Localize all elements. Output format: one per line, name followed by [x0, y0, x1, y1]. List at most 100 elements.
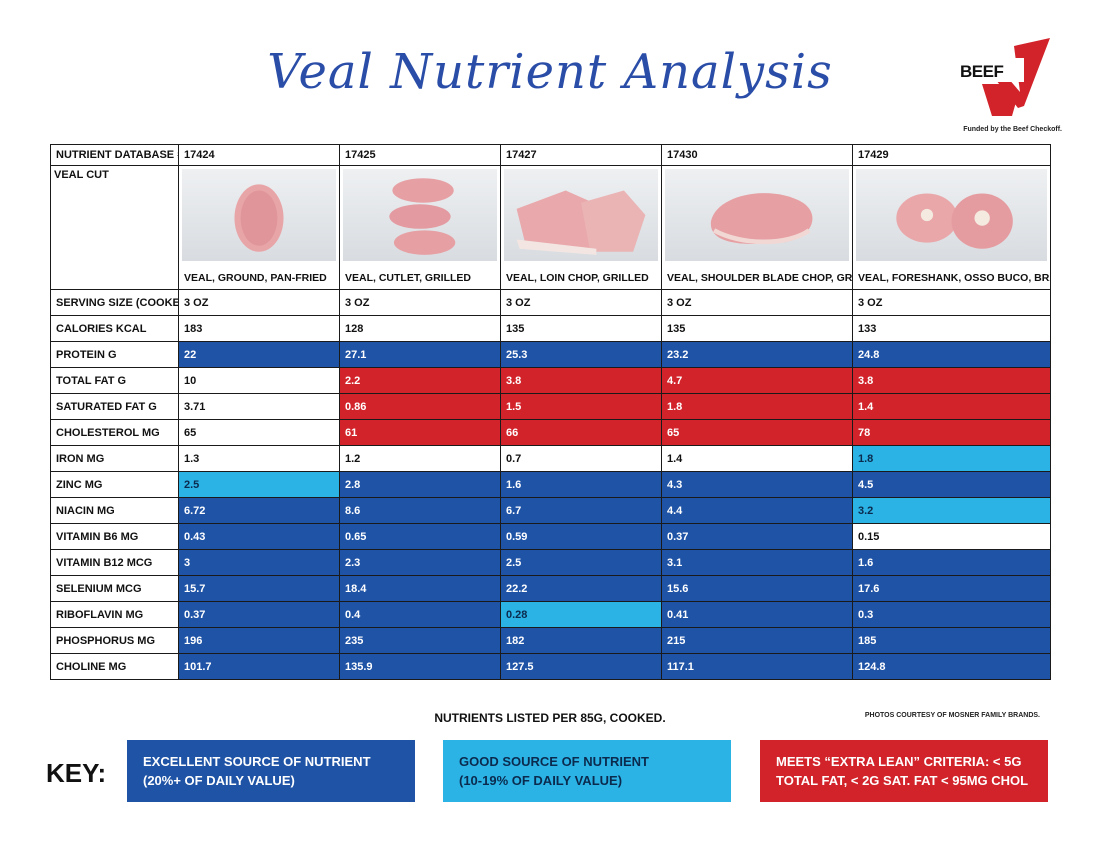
loin-chop-photo — [504, 169, 658, 261]
nutrient-value: 3 OZ — [178, 289, 340, 316]
nutrient-value: 0.37 — [661, 523, 853, 550]
database-id: 17429 — [852, 144, 1051, 166]
table-row: VEAL CUT VEAL, GROUND, PAN-FRIED VEAL, CUT… — [50, 165, 1051, 290]
table-row: VITAMIN B6 MG 0.43 0.65 0.59 0.37 0.15 — [50, 523, 1051, 550]
nutrient-value: 0.37 — [178, 601, 340, 628]
veal-cut-name: VEAL, CUTLET, GRILLED — [345, 272, 471, 284]
nutrient-label: CALORIES KCAL — [50, 315, 179, 342]
nutrient-value: 6.7 — [500, 497, 662, 524]
nutrient-label: PHOSPHORUS MG — [50, 627, 179, 654]
veal-cut-name: VEAL, GROUND, PAN-FRIED — [184, 272, 327, 284]
nutrient-value: 3.8 — [500, 367, 662, 394]
nutrient-value: 101.7 — [178, 653, 340, 680]
table-row: CHOLINE MG 101.7 135.9 127.5 117.1 124.8 — [50, 653, 1051, 680]
nutrient-value: 15.7 — [178, 575, 340, 602]
table-row: SELENIUM MCG 15.7 18.4 22.2 15.6 17.6 — [50, 575, 1051, 602]
table-row: SERVING SIZE (COOKED) 3 OZ 3 OZ 3 OZ 3 OZ 3 O… — [50, 289, 1051, 316]
nutrient-value: 0.7 — [500, 445, 662, 472]
nutrient-value: 1.6 — [852, 549, 1051, 576]
nutrient-label: VITAMIN B12 MCG — [50, 549, 179, 576]
key-excellent-line2: (20%+ OF DAILY VALUE) — [143, 773, 295, 788]
nutrient-value: 215 — [661, 627, 853, 654]
nutrient-value: 1.4 — [661, 445, 853, 472]
table-row: NUTRIENT DATABASE #17424 17425 17427 17430 1… — [50, 144, 1051, 166]
nutrient-label: PROTEIN G — [50, 341, 179, 368]
cutlet-photo — [343, 169, 497, 261]
nutrient-value: 3.71 — [178, 393, 340, 420]
database-id: 17430 — [661, 144, 853, 166]
nutrient-value: 66 — [500, 419, 662, 446]
nutrient-value: 3.1 — [661, 549, 853, 576]
nutrient-value: 128 — [339, 315, 501, 342]
veal-cut-cell: VEAL, SHOULDER BLADE CHOP, GRILLED — [661, 165, 853, 290]
nutrient-value: 23.2 — [661, 341, 853, 368]
nutrient-value: 2.3 — [339, 549, 501, 576]
table-row: CHOLESTEROL MG 65 61 66 65 78 — [50, 419, 1051, 446]
nutrient-label: NIACIN MG — [50, 497, 179, 524]
nutrient-value: 3.8 — [852, 367, 1051, 394]
nutrient-value: 65 — [178, 419, 340, 446]
nutrient-value: 4.5 — [852, 471, 1051, 498]
nutrient-value: 25.3 — [500, 341, 662, 368]
table-row: VITAMIN B12 MCG 3 2.3 2.5 3.1 1.6 — [50, 549, 1051, 576]
nutrient-value: 17.6 — [852, 575, 1051, 602]
nutrient-value: 3 OZ — [339, 289, 501, 316]
nutrient-value: 6.72 — [178, 497, 340, 524]
nutrient-value: 135.9 — [339, 653, 501, 680]
nutrient-value: 0.28 — [500, 601, 662, 628]
ground-veal-photo — [182, 169, 336, 261]
veal-cut-name: VEAL, FORESHANK, OSSO BUCO, BRAISED — [858, 272, 1050, 284]
nutrient-value: 1.8 — [852, 445, 1051, 472]
nutrient-value: 1.4 — [852, 393, 1051, 420]
key-label: KEY: — [46, 758, 107, 788]
key-good-line1: GOOD SOURCE OF NUTRIENT — [459, 754, 649, 769]
nutrient-value: 235 — [339, 627, 501, 654]
nutrient-value: 1.8 — [661, 393, 853, 420]
nutrient-label: IRON MG — [50, 445, 179, 472]
veal-cut-cell: VEAL, CUTLET, GRILLED — [339, 165, 501, 290]
nutrient-value: 135 — [500, 315, 662, 342]
key-excellent-line1: EXCELLENT SOURCE OF NUTRIENT — [143, 754, 371, 769]
nutrient-value: 0.65 — [339, 523, 501, 550]
nutrient-value: 127.5 — [500, 653, 662, 680]
nutrient-label: VITAMIN B6 MG — [50, 523, 179, 550]
serving-note: NUTRIENTS LISTED PER 85G, COOKED. — [434, 711, 666, 725]
nutrient-value: 196 — [178, 627, 340, 654]
nutrient-value: 0.86 — [339, 393, 501, 420]
database-id: 17425 — [339, 144, 501, 166]
logo-text: BEEF — [960, 62, 1004, 81]
nutrient-value: 0.3 — [852, 601, 1051, 628]
shoulder-chop-photo — [665, 169, 849, 261]
nutrient-value: 3 — [178, 549, 340, 576]
nutrient-value: 24.8 — [852, 341, 1051, 368]
nutrient-value: 65 — [661, 419, 853, 446]
nutrient-value: 3 OZ — [852, 289, 1051, 316]
nutrient-value: 27.1 — [339, 341, 501, 368]
nutrient-value: 1.3 — [178, 445, 340, 472]
nutrient-value: 1.6 — [500, 471, 662, 498]
nutrient-value: 4.7 — [661, 367, 853, 394]
nutrient-value: 4.4 — [661, 497, 853, 524]
veal-cut-cell: VEAL, LOIN CHOP, GRILLED — [500, 165, 662, 290]
nutrient-value: 182 — [500, 627, 662, 654]
table-row: PHOSPHORUS MG 196 235 182 215 185 — [50, 627, 1051, 654]
nutrient-value: 4.3 — [661, 471, 853, 498]
table-row: PROTEIN G 22 27.1 25.3 23.2 24.8 — [50, 341, 1051, 368]
nutrient-value: 2.8 — [339, 471, 501, 498]
table-row: ZINC MG 2.5 2.8 1.6 4.3 4.5 — [50, 471, 1051, 498]
key-good-line2: (10-19% OF DAILY VALUE) — [459, 773, 623, 788]
nutrient-value: 0.41 — [661, 601, 853, 628]
nutrient-value: 3.2 — [852, 497, 1051, 524]
key-lean-line1: MEETS “EXTRA LEAN” CRITERIA: < 5G — [776, 754, 1022, 769]
nutrient-value: 185 — [852, 627, 1051, 654]
nutrient-label: RIBOFLAVIN MG — [50, 601, 179, 628]
nutrient-value: 0.59 — [500, 523, 662, 550]
database-label: NUTRIENT DATABASE # — [50, 144, 179, 166]
nutrient-value: 2.5 — [500, 549, 662, 576]
funded-by-text: Funded by the Beef Checkoff. — [963, 126, 1062, 133]
nutrient-value: 117.1 — [661, 653, 853, 680]
beef-check-icon — [958, 38, 1050, 116]
nutrient-value: 22 — [178, 341, 340, 368]
table-row: IRON MG 1.3 1.2 0.7 1.4 1.8 — [50, 445, 1051, 472]
nutrient-value: 15.6 — [661, 575, 853, 602]
